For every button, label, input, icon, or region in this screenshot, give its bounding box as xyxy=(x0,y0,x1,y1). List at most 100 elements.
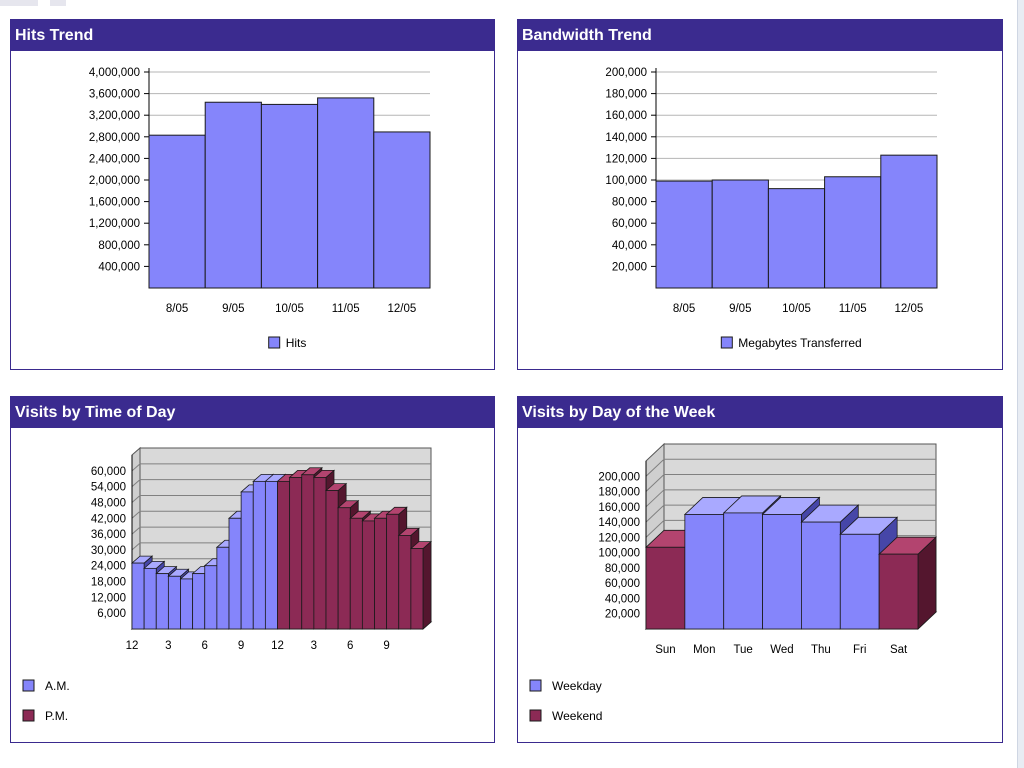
hits-trend-chart: 400,000 800,000 1,200,000 1,600,000 2,000,00… xyxy=(89,67,431,350)
panel-title: Visits by Time of Day xyxy=(11,397,494,428)
bar xyxy=(655,180,713,289)
bar-front xyxy=(252,480,266,630)
x-tick-label: Sun xyxy=(655,644,675,656)
day-of-week-panel: Visits by Day of the Week 20,000 40,000 60… xyxy=(517,396,1003,743)
y-tick-label: 200,000 xyxy=(605,67,647,79)
grid-line xyxy=(131,463,431,472)
y-tick-label: 200,000 xyxy=(598,471,640,483)
x-tick-label: 9/05 xyxy=(729,303,751,315)
bar-front xyxy=(180,578,194,630)
y-tick-label: 12,000 xyxy=(91,592,126,604)
y-tick-label: 180,000 xyxy=(598,487,640,499)
y-tick-label: 42,000 xyxy=(91,513,126,525)
x-tick-label: 12/05 xyxy=(388,303,417,315)
bar-front xyxy=(801,521,841,630)
bar-front xyxy=(349,517,363,630)
top-left-artifact xyxy=(0,0,70,10)
bar-front xyxy=(878,553,919,630)
x-tick-label: 11/05 xyxy=(839,303,867,315)
y-tick-label: 18,000 xyxy=(91,577,126,589)
legend-label: A.M. xyxy=(45,679,70,693)
x-tick-label: 8/05 xyxy=(673,303,695,315)
x-tick-label: 3 xyxy=(311,640,317,652)
grid-line xyxy=(645,458,936,477)
y-tick-label: 20,000 xyxy=(605,609,640,621)
bar-front xyxy=(301,474,315,630)
x-tick-label: 10/05 xyxy=(782,303,811,315)
bar xyxy=(204,101,262,289)
bar-front xyxy=(240,491,254,630)
y-tick-label: 4,000,000 xyxy=(89,67,140,79)
y-tick-label: 36,000 xyxy=(91,529,126,541)
bar-front xyxy=(839,533,880,630)
grid-line xyxy=(645,489,936,508)
bar xyxy=(878,536,938,630)
bar-front xyxy=(361,520,375,630)
y-tick-label: 2,800,000 xyxy=(89,132,140,144)
legend-label: Megabytes Transferred xyxy=(738,336,861,350)
bar xyxy=(260,103,319,289)
bar-front xyxy=(723,512,763,630)
bar-front xyxy=(325,490,339,630)
x-tick-label: 12 xyxy=(271,640,284,652)
y-tick-label: 24,000 xyxy=(91,561,126,573)
x-tick-label: 9/05 xyxy=(222,303,244,315)
bar xyxy=(824,176,882,289)
legend-label: Weekday xyxy=(552,679,602,693)
panel-title: Bandwidth Trend xyxy=(518,20,1002,51)
y-tick-label: 60,000 xyxy=(91,466,126,478)
bar xyxy=(880,154,938,289)
y-tick-label: 40,000 xyxy=(605,593,640,605)
legend-swatch xyxy=(22,709,35,722)
bar-front xyxy=(277,480,291,630)
y-tick-label: 140,000 xyxy=(598,517,640,529)
y-tick-label: 3,200,000 xyxy=(89,110,140,122)
legend-label: Hits xyxy=(286,336,307,350)
x-tick-label: 6 xyxy=(202,640,208,652)
x-tick-label: 9 xyxy=(238,640,244,652)
bar-front xyxy=(143,567,157,630)
bar xyxy=(767,188,826,289)
y-tick-label: 40,000 xyxy=(612,240,647,252)
panel-title: Hits Trend xyxy=(11,20,494,51)
window-right-edge xyxy=(1017,0,1024,768)
bar-front xyxy=(386,513,400,630)
x-tick-label: Sat xyxy=(890,644,908,656)
x-tick-label: 11/05 xyxy=(332,303,360,315)
x-tick-label: Fri xyxy=(853,644,866,656)
bar-front xyxy=(374,517,388,630)
bar-side xyxy=(422,540,432,630)
y-tick-label: 160,000 xyxy=(598,502,640,514)
bar-front xyxy=(204,565,218,630)
y-tick-label: 120,000 xyxy=(605,153,647,165)
y-tick-label: 800,000 xyxy=(98,240,140,252)
bar xyxy=(711,179,769,289)
y-tick-label: 1,200,000 xyxy=(89,218,140,230)
bandwidth-trend-panel: Bandwidth Trend 20,000 40,000 60,000 80,000… xyxy=(517,19,1003,370)
y-tick-label: 80,000 xyxy=(612,197,647,209)
y-tick-label: 3,600,000 xyxy=(89,89,140,101)
y-tick-label: 120,000 xyxy=(598,532,640,544)
x-tick-label: Thu xyxy=(811,644,831,656)
bar-front xyxy=(337,507,351,630)
time-of-day-panel: Visits by Time of Day 6,000 12,000 18,000 2… xyxy=(10,396,495,743)
bar xyxy=(148,134,206,289)
grid-line xyxy=(645,474,936,492)
legend-label: P.M. xyxy=(45,709,68,723)
bar-front xyxy=(645,546,686,630)
y-tick-label: 80,000 xyxy=(605,563,640,575)
bar-front xyxy=(410,548,424,630)
x-tick-label: 12 xyxy=(126,640,139,652)
legend-swatch xyxy=(529,709,542,722)
x-tick-label: Tue xyxy=(733,644,752,656)
bar-front xyxy=(264,480,278,630)
y-tick-label: 100,000 xyxy=(598,548,640,560)
bar xyxy=(317,97,375,289)
x-tick-label: 9 xyxy=(383,640,389,652)
y-tick-label: 48,000 xyxy=(91,497,126,509)
legend-swatch xyxy=(22,679,35,692)
bar-front xyxy=(192,573,206,630)
x-tick-label: 10/05 xyxy=(275,303,304,315)
time-of-day-chart: 6,000 12,000 18,000 24,000 30,000 36,000 42,00… xyxy=(22,446,433,723)
hits-trend-panel: Hits Trend 400,000 800,000 1,200,000 1,600,… xyxy=(10,19,495,370)
